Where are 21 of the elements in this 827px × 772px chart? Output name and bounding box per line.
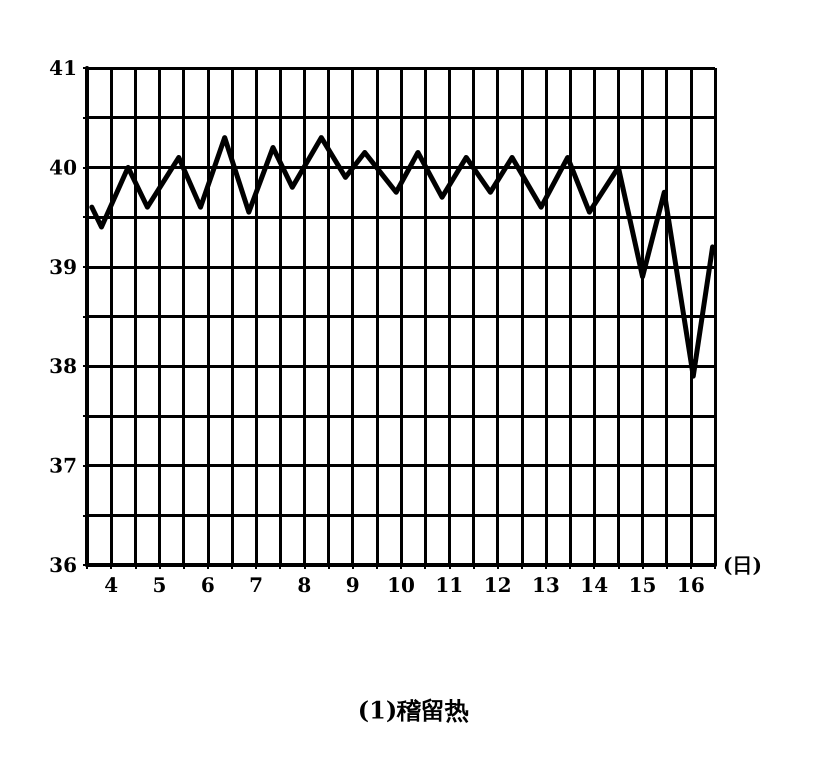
x-tick-label: 4	[104, 573, 118, 597]
x-tick-label: 8	[297, 573, 312, 597]
x-tick-label: 9	[346, 573, 360, 597]
text: (1)稽留热	[358, 696, 470, 724]
x-tick-label: 13	[532, 573, 560, 597]
x-tick-label: 11	[435, 573, 464, 597]
x-tick-label: 6	[200, 573, 215, 597]
x-tick-label: 15	[628, 573, 656, 597]
x-axis-title: (日)	[723, 553, 762, 577]
x-tick-label: 16	[676, 573, 705, 597]
x-tick-label: 12	[484, 573, 512, 597]
y-tick-label: 38	[49, 354, 77, 378]
y-tick-label: 37	[49, 454, 77, 478]
y-tick-label: 40	[49, 155, 77, 180]
x-tick-label: 7	[249, 573, 264, 597]
y-tick-label: 39	[49, 254, 77, 279]
y-tick-label: 36	[49, 553, 77, 577]
x-tick-label: 10	[387, 573, 415, 597]
x-tick-label: 5	[152, 573, 166, 597]
y-tick-label: 41	[49, 56, 77, 80]
x-tick-label: 14	[580, 573, 608, 597]
